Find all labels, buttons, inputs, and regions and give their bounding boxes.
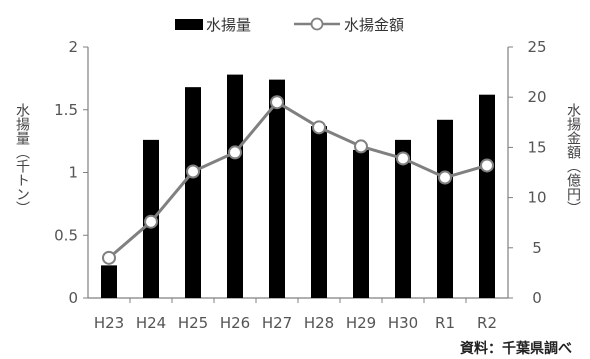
y-tick-label-right: 10 (527, 189, 546, 207)
x-tick-label: R1 (435, 314, 455, 332)
y-tick-labels-right: 0 5 10 15 20 25 (527, 38, 546, 307)
legend-swatch-marker (310, 17, 324, 31)
legend-swatch-bar (175, 19, 203, 30)
line-series (102, 95, 494, 265)
bar (479, 94, 495, 298)
legend-label-bar: 水揚量 (206, 16, 251, 34)
y-axis-title-right: 水揚金額（億円） (565, 103, 581, 215)
line-point (102, 250, 116, 265)
y-tick-labels-left: 0 0.5 1 1.5 2 (54, 38, 78, 307)
legend-label-line: 水揚金額 (344, 16, 404, 34)
x-tick-label: H26 (220, 314, 250, 332)
y-tick-label-left: 2 (68, 38, 78, 56)
x-tick-label: H28 (304, 314, 334, 332)
bar (353, 149, 369, 298)
line-point (144, 214, 158, 229)
line-point (396, 151, 410, 166)
y-tick-label-left: 0 (68, 289, 78, 307)
x-tick-label: H27 (262, 314, 292, 332)
bar (101, 265, 117, 298)
line-point (312, 120, 326, 135)
x-tick-label: R2 (477, 314, 497, 332)
line-point (354, 139, 368, 154)
y-tick-label-right: 5 (532, 239, 542, 257)
x-tick-label: H30 (388, 314, 418, 332)
legend: 水揚量 水揚金額 (175, 16, 404, 34)
line-point (480, 158, 494, 173)
line-point (186, 164, 200, 179)
x-tick-labels: H23 H24 H25 H26 H27 H28 H29 H30 R1 R2 (94, 314, 497, 332)
line-path (108, 100, 488, 259)
x-tick-label: H24 (136, 314, 166, 332)
line-point (228, 145, 242, 160)
y-tick-label-right: 0 (532, 289, 542, 307)
bar (437, 119, 453, 298)
bar (395, 139, 411, 298)
y-tick-label-left: 1.5 (54, 101, 78, 119)
y-tick-label-right: 15 (527, 138, 546, 156)
line-point (438, 170, 452, 185)
y-axis-title-left: 水揚量（千トン） (14, 103, 30, 215)
bar (269, 79, 285, 298)
x-tick-label: H25 (178, 314, 208, 332)
x-tick-label: H23 (94, 314, 124, 332)
bar-series (101, 74, 495, 298)
y-tick-label-left: 0.5 (54, 226, 78, 244)
x-tick-label: H29 (346, 314, 376, 332)
bar (185, 87, 201, 298)
y-tick-label-right: 20 (527, 88, 546, 106)
line-point (270, 95, 284, 110)
bar (311, 126, 327, 298)
y-tick-label-left: 1 (68, 164, 78, 182)
y-tick-label-right: 25 (527, 38, 546, 56)
bar (227, 74, 243, 298)
source-note: 資料：千葉県調べ (460, 340, 572, 357)
